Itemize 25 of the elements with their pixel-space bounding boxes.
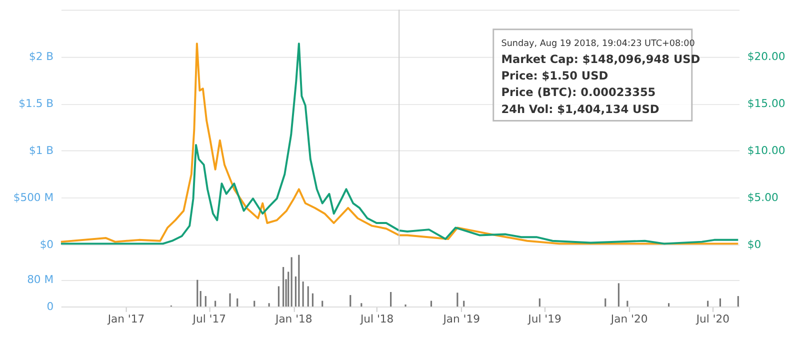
y2-tick-label: $15.00: [747, 97, 786, 110]
annotation: Market Cap: $148,096,948 USD: [501, 52, 700, 66]
annotation: Price (BTC): 0.00023355: [501, 86, 656, 100]
y2-tick-label: $10.00: [747, 144, 786, 158]
annotation: Price: $1.50 USD: [501, 70, 608, 83]
annotation: 24h Vol: $1,404,134 USD: [501, 102, 660, 116]
y2-tick-label: $20.00: [747, 50, 786, 64]
y-tick-label: $0: [40, 238, 54, 252]
x-tick-label: Jan '19: [442, 312, 480, 326]
x-tick-label: Jul '18: [359, 312, 394, 326]
x-tick-label: Jul '17: [192, 312, 226, 326]
x-tick-label: Jan '20: [610, 312, 648, 326]
y-tick-label: $500 M: [13, 191, 54, 204]
y2-tick-label: $5.00: [747, 191, 778, 204]
x-tick-label: Jan '17: [106, 312, 145, 326]
y-tick-label: $2 B: [28, 50, 54, 64]
y-tick-label: $1.5 B: [18, 97, 54, 110]
x-tick-label: Jul '19: [527, 312, 562, 326]
x-tick-label: Jan '18: [274, 312, 312, 326]
y-tick-label: $1 B: [28, 144, 54, 158]
y-tick-label: 0: [46, 300, 54, 313]
y-tick-label: 80 M: [27, 272, 54, 286]
annotation: Sunday, Aug 19 2018, 19:04:23 UTC+08:00: [501, 39, 696, 50]
y2-tick-label: $0: [747, 238, 762, 252]
x-tick-label: Jul '20: [695, 312, 730, 326]
